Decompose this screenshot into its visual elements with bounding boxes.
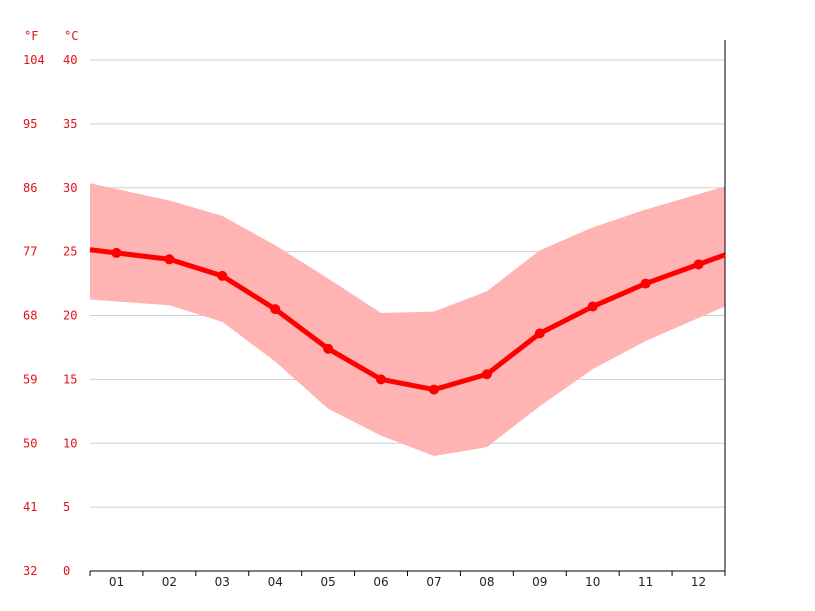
data-point [693, 259, 704, 270]
temperature-range-area [90, 183, 725, 457]
data-point [323, 343, 334, 354]
y-tick-label-celsius: 30 [63, 181, 77, 195]
y-tick-label-fahrenheit: 104 [23, 53, 45, 67]
temperature-range-band [90, 183, 725, 457]
x-tick-label: 05 [320, 575, 335, 589]
y-tick-label-fahrenheit: 59 [23, 372, 37, 386]
x-tick-label: 01 [109, 575, 124, 589]
data-point [640, 278, 651, 289]
x-tick-label: 03 [215, 575, 230, 589]
x-tick-label: 02 [162, 575, 177, 589]
x-tick-label: 04 [268, 575, 283, 589]
y-tick-label-celsius: 5 [63, 500, 70, 514]
y-tick-label-fahrenheit: 32 [23, 564, 37, 578]
x-tick-label: 11 [638, 575, 653, 589]
y-tick-label-fahrenheit: 95 [23, 117, 37, 131]
x-tick-label: 06 [373, 575, 388, 589]
y-tick-label-fahrenheit: 77 [23, 245, 37, 259]
y-tick-label-fahrenheit: 86 [23, 181, 37, 195]
data-point [587, 301, 598, 312]
celsius-unit-label: °C [64, 29, 78, 43]
y-tick-label-celsius: 40 [63, 53, 77, 67]
data-point [428, 384, 439, 395]
y-tick-label-fahrenheit: 68 [23, 309, 37, 323]
data-point [376, 374, 387, 385]
data-point [164, 254, 175, 265]
y-tick-label-celsius: 15 [63, 372, 77, 386]
x-tick-label: 10 [585, 575, 600, 589]
axes [89, 40, 726, 576]
data-point [111, 247, 122, 258]
average-line-path [89, 247, 726, 393]
y-tick-label-celsius: 25 [63, 245, 77, 259]
y-tick-label-celsius: 10 [63, 436, 77, 450]
data-point [481, 369, 492, 380]
x-tick-label: 12 [691, 575, 706, 589]
y-tick-label-fahrenheit: 41 [23, 500, 37, 514]
average-temperature-line [89, 247, 726, 395]
y-tick-label-celsius: 35 [63, 117, 77, 131]
fahrenheit-unit-label: °F [24, 29, 38, 43]
y-tick-label-celsius: 0 [63, 564, 70, 578]
x-tick-label: 07 [426, 575, 441, 589]
y-tick-label-celsius: 20 [63, 309, 77, 323]
x-tick-label: 08 [479, 575, 494, 589]
data-point [534, 328, 545, 339]
data-point [270, 304, 281, 315]
y-tick-label-fahrenheit: 50 [23, 436, 37, 450]
data-point [217, 270, 228, 281]
x-tick-label: 09 [532, 575, 547, 589]
tick-labels: °F °C 0 32 5 41 10 50 15 59 20 68 25 77 30 86 35 95 40 10… [23, 29, 706, 589]
